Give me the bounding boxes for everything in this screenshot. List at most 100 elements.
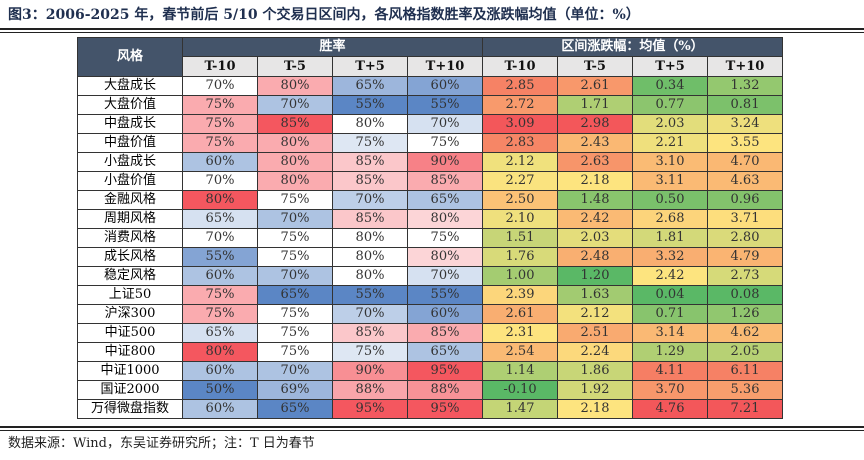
style-name: 中盘成长: [77, 114, 183, 134]
win-rate-cell: 80%: [332, 228, 408, 248]
win-rate-cell: 65%: [407, 190, 483, 210]
win-rate-cell: 80%: [182, 190, 258, 210]
return-mean-cell: 2.21: [632, 133, 708, 153]
return-mean-header: 区间涨跌幅：均值（%）: [482, 37, 783, 57]
return-mean-cell: 2.72: [482, 95, 558, 115]
return-mean-cell: 2.98: [557, 114, 633, 134]
win-rate-cell: 55%: [332, 95, 408, 115]
return-mean-cell: 0.81: [707, 95, 783, 115]
style-name: 沪深300: [77, 304, 183, 324]
table-row: 中盘价值 75% 80% 75% 75% 2.83 2.43 2.21 3.55: [77, 133, 783, 153]
table-row: 中证1000 60% 70% 90% 95% 1.14 1.86 4.11 6.11: [77, 361, 783, 381]
return-period-header: T-5: [557, 56, 633, 77]
win-rate-cell: 75%: [182, 285, 258, 305]
return-mean-cell: 0.77: [632, 95, 708, 115]
return-mean-cell: 1.14: [482, 361, 558, 381]
win-rate-cell: 95%: [407, 399, 483, 419]
style-name: 稳定风格: [77, 266, 183, 286]
return-mean-cell: 4.62: [707, 323, 783, 343]
win-rate-cell: 70%: [182, 228, 258, 248]
return-mean-cell: 2.12: [482, 152, 558, 172]
win-rate-cell: 70%: [182, 76, 258, 96]
return-mean-cell: 2.39: [482, 285, 558, 305]
win-rate-cell: 65%: [257, 399, 333, 419]
table-row: 沪深300 75% 75% 70% 60% 2.61 2.12 0.71 1.26: [77, 304, 783, 324]
win-rate-cell: 90%: [407, 152, 483, 172]
win-rate-cell: 80%: [257, 76, 333, 96]
win-period-header: T+10: [407, 56, 483, 77]
source-note: 数据来源：Wind，东吴证券研究所；注：T 日为春节: [8, 436, 315, 451]
win-rate-cell: 75%: [182, 95, 258, 115]
return-mean-cell: 1.81: [632, 228, 708, 248]
table-row: 金融风格 80% 75% 70% 65% 2.50 1.48 0.50 0.96: [77, 190, 783, 210]
return-mean-cell: 2.42: [632, 266, 708, 286]
win-rate-cell: 55%: [407, 95, 483, 115]
return-mean-cell: 2.80: [707, 228, 783, 248]
win-rate-cell: 60%: [182, 266, 258, 286]
style-index-table: 风格 胜率 区间涨跌幅：均值（%） T-10 T-5 T+5 T+10 T-10 T-5 T…: [77, 37, 783, 419]
table-row: 稳定风格 60% 70% 80% 70% 1.00 1.20 2.42 2.73: [77, 266, 783, 286]
return-mean-cell: 2.18: [557, 399, 633, 419]
win-rate-cell: 60%: [407, 304, 483, 324]
win-rate-cell: 75%: [182, 114, 258, 134]
return-mean-cell: 1.48: [557, 190, 633, 210]
win-rate-cell: 85%: [257, 114, 333, 134]
win-rate-cell: 70%: [257, 266, 333, 286]
top-rule: [0, 28, 864, 33]
win-rate-cell: 80%: [257, 152, 333, 172]
win-rate-cell: 70%: [332, 190, 408, 210]
win-rate-cell: 50%: [182, 380, 258, 400]
return-mean-cell: 2.12: [557, 304, 633, 324]
win-rate-cell: 90%: [332, 361, 408, 381]
return-mean-cell: 2.73: [707, 266, 783, 286]
return-mean-cell: 0.08: [707, 285, 783, 305]
style-name: 万得微盘指数: [77, 399, 183, 419]
win-rate-cell: 85%: [332, 152, 408, 172]
return-mean-cell: 2.54: [482, 342, 558, 362]
win-rate-cell: 55%: [407, 285, 483, 305]
win-rate-cell: 60%: [182, 152, 258, 172]
return-mean-cell: 5.36: [707, 380, 783, 400]
style-name: 国证2000: [77, 380, 183, 400]
return-mean-cell: 2.83: [482, 133, 558, 153]
return-period-header: T+5: [632, 56, 708, 77]
win-rate-cell: 60%: [407, 76, 483, 96]
return-mean-cell: 0.71: [632, 304, 708, 324]
win-rate-cell: 65%: [332, 76, 408, 96]
return-mean-cell: 1.29: [632, 342, 708, 362]
return-mean-cell: 2.42: [557, 209, 633, 229]
win-rate-cell: 85%: [332, 171, 408, 191]
win-rate-cell: 80%: [407, 247, 483, 267]
win-rate-cell: 55%: [182, 247, 258, 267]
win-rate-cell: 75%: [332, 342, 408, 362]
return-period-header: T-10: [482, 56, 558, 77]
table-row: 周期风格 65% 70% 85% 80% 2.10 2.42 2.68 3.71: [77, 209, 783, 229]
return-mean-cell: 1.26: [707, 304, 783, 324]
return-mean-cell: 4.79: [707, 247, 783, 267]
win-rate-cell: 80%: [332, 247, 408, 267]
win-rate-cell: 80%: [257, 171, 333, 191]
style-name: 成长风格: [77, 247, 183, 267]
win-rate-cell: 75%: [257, 190, 333, 210]
return-mean-cell: 1.51: [482, 228, 558, 248]
win-rate-cell: 65%: [257, 285, 333, 305]
win-rate-cell: 65%: [407, 342, 483, 362]
return-mean-cell: 4.76: [632, 399, 708, 419]
win-rate-cell: 88%: [332, 380, 408, 400]
return-mean-cell: 2.27: [482, 171, 558, 191]
win-rate-cell: 70%: [257, 95, 333, 115]
win-rate-cell: 60%: [182, 399, 258, 419]
table-row: 小盘价值 70% 80% 85% 85% 2.27 2.18 3.11 4.63: [77, 171, 783, 191]
table-row: 大盘成长 70% 80% 65% 60% 2.85 2.61 0.34 1.32: [77, 76, 783, 96]
win-rate-cell: 70%: [257, 209, 333, 229]
return-mean-cell: 1.63: [557, 285, 633, 305]
return-mean-cell: 4.63: [707, 171, 783, 191]
return-mean-cell: 1.92: [557, 380, 633, 400]
figure-title: 图3：2006-2025 年，春节前后 5/10 个交易日区间内，各风格指数胜率…: [8, 7, 640, 23]
win-rate-cell: 55%: [332, 285, 408, 305]
style-header: 风格: [77, 37, 183, 77]
return-mean-cell: 4.70: [707, 152, 783, 172]
table-row: 中证800 80% 75% 75% 65% 2.54 2.24 1.29 2.05: [77, 342, 783, 362]
return-mean-cell: 3.32: [632, 247, 708, 267]
table-row: 大盘价值 75% 70% 55% 55% 2.72 1.71 0.77 0.81: [77, 95, 783, 115]
